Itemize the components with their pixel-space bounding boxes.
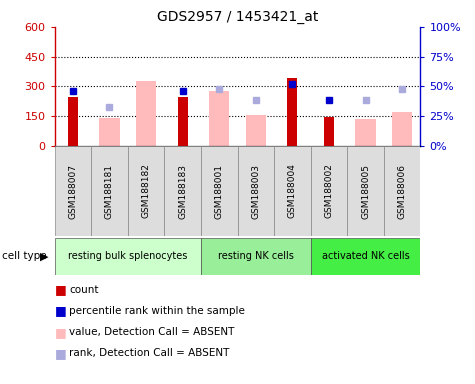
Bar bbox=[68, 97, 78, 146]
Text: ■: ■ bbox=[55, 347, 66, 360]
Text: GSM188183: GSM188183 bbox=[178, 164, 187, 218]
Bar bbox=[246, 114, 266, 146]
Text: ■: ■ bbox=[55, 326, 66, 339]
Text: cell type: cell type bbox=[2, 251, 47, 262]
Text: GSM188004: GSM188004 bbox=[288, 164, 297, 218]
Text: GSM188005: GSM188005 bbox=[361, 164, 370, 218]
Text: GSM188181: GSM188181 bbox=[105, 164, 114, 218]
Bar bbox=[347, 146, 384, 236]
Text: ■: ■ bbox=[55, 283, 66, 296]
Bar bbox=[311, 146, 347, 236]
Text: GSM188001: GSM188001 bbox=[215, 164, 224, 218]
Bar bbox=[274, 146, 311, 236]
Bar bbox=[287, 78, 297, 146]
Text: resting bulk splenocytes: resting bulk splenocytes bbox=[68, 251, 188, 262]
Text: GSM188007: GSM188007 bbox=[68, 164, 77, 218]
Text: GDS2957 / 1453421_at: GDS2957 / 1453421_at bbox=[157, 10, 318, 23]
Bar bbox=[136, 81, 156, 146]
Text: ▶: ▶ bbox=[40, 251, 48, 262]
Bar bbox=[324, 117, 334, 146]
Bar bbox=[178, 97, 188, 146]
Bar bbox=[164, 146, 201, 236]
Text: rank, Detection Call = ABSENT: rank, Detection Call = ABSENT bbox=[69, 348, 229, 358]
Text: GSM188002: GSM188002 bbox=[324, 164, 333, 218]
Bar bbox=[209, 91, 229, 146]
Text: ■: ■ bbox=[55, 305, 66, 318]
Text: activated NK cells: activated NK cells bbox=[322, 251, 409, 262]
Bar bbox=[55, 238, 201, 275]
Bar bbox=[311, 238, 420, 275]
Text: GSM188006: GSM188006 bbox=[398, 164, 407, 218]
Bar bbox=[128, 146, 164, 236]
Bar bbox=[238, 146, 274, 236]
Text: GSM188182: GSM188182 bbox=[142, 164, 151, 218]
Text: resting NK cells: resting NK cells bbox=[218, 251, 294, 262]
Text: GSM188003: GSM188003 bbox=[251, 164, 260, 218]
Bar bbox=[55, 146, 91, 236]
Text: percentile rank within the sample: percentile rank within the sample bbox=[69, 306, 245, 316]
Bar bbox=[201, 238, 311, 275]
Bar bbox=[384, 146, 420, 236]
Bar bbox=[201, 146, 238, 236]
Bar bbox=[91, 146, 128, 236]
Text: value, Detection Call = ABSENT: value, Detection Call = ABSENT bbox=[69, 327, 234, 337]
Bar bbox=[99, 118, 120, 146]
Bar bbox=[392, 112, 412, 146]
Text: count: count bbox=[69, 285, 98, 295]
Bar bbox=[355, 119, 376, 146]
